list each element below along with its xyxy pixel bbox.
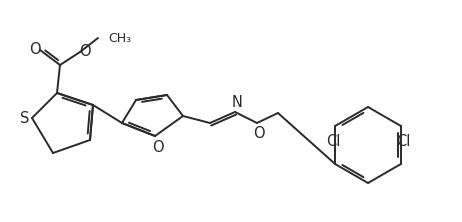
Text: O: O — [152, 139, 164, 155]
Text: CH₃: CH₃ — [108, 32, 131, 44]
Text: O: O — [79, 44, 91, 59]
Text: S: S — [20, 111, 30, 127]
Text: O: O — [253, 125, 265, 141]
Text: O: O — [29, 42, 41, 57]
Text: N: N — [231, 95, 243, 111]
Text: Cl: Cl — [326, 135, 340, 149]
Text: Cl: Cl — [396, 135, 410, 149]
